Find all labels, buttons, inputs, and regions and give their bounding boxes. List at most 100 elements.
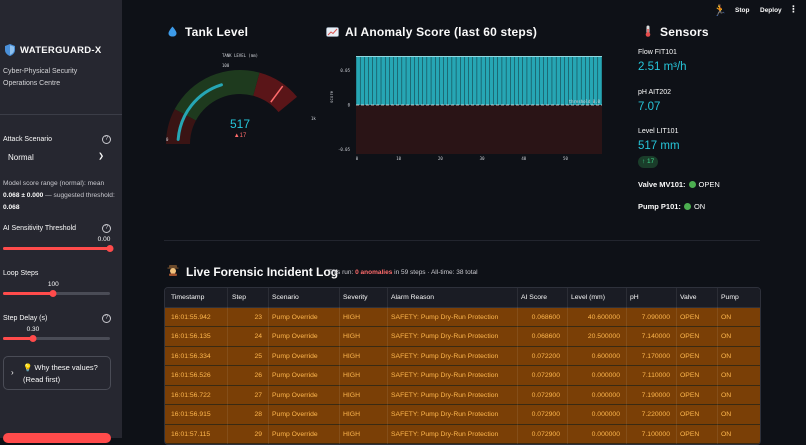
x-tick-label: 30 <box>480 156 485 161</box>
anomaly-bar <box>464 56 469 105</box>
table-cell: 0.072900 <box>531 391 560 399</box>
table-cell: OPEN <box>680 333 700 340</box>
y-axis-label: score <box>329 90 334 103</box>
anomaly-bar <box>564 56 569 105</box>
loop-steps-thumb[interactable] <box>49 290 57 297</box>
anomaly-bar <box>497 56 502 105</box>
chart-icon <box>326 27 339 37</box>
sensitivity-thumb[interactable] <box>106 245 114 252</box>
table-row[interactable]: 16:01:56.722 27 Pump Override HIGH SAFETY: P… <box>165 385 760 405</box>
table-cell: SAFETY: Pump Dry-Run Protection <box>391 333 499 340</box>
main-menu-icon[interactable]: ⋮ <box>789 4 798 14</box>
table-cell: 29 <box>254 430 262 438</box>
table-cell: Pump Override <box>272 430 318 438</box>
anomaly-bar <box>372 56 377 105</box>
table-row[interactable]: 16:01:57.115 29 Pump Override HIGH SAFETY: P… <box>165 424 760 444</box>
step-delay-slider[interactable]: 0.30 <box>3 326 110 342</box>
table-cell: 16:01:55.942 <box>171 313 211 321</box>
col-ph: pH <box>630 294 639 301</box>
anomaly-bar <box>368 56 373 105</box>
loop-steps-label: Loop Steps <box>3 270 39 277</box>
x-tick-label: 40 <box>521 156 526 161</box>
stop-button[interactable]: Stop <box>735 7 750 14</box>
anomaly-bar <box>581 56 586 105</box>
why-these-values-expander[interactable]: › 💡 Why these values? (Read first) <box>3 356 111 390</box>
flow-value: 2.51 m³/h <box>638 61 687 73</box>
table-cell: ON <box>721 430 732 438</box>
x-tick-label: 0 <box>356 156 359 161</box>
table-cell: SAFETY: Pump Dry-Run Protection <box>391 391 499 399</box>
pump-status: Pump P101: ON <box>638 202 705 211</box>
help-icon[interactable]: ? <box>102 135 111 144</box>
column-divider <box>339 288 340 444</box>
table-cell: 7.090000 <box>641 313 670 321</box>
table-row[interactable]: 16:01:56.334 25 Pump Override HIGH SAFETY: P… <box>165 346 760 366</box>
anomaly-bar <box>468 56 473 105</box>
help-icon[interactable]: ? <box>102 224 111 233</box>
table-cell: 0.000000 <box>591 391 620 399</box>
table-cell: 26 <box>254 372 262 379</box>
help-icon[interactable]: ? <box>102 314 111 323</box>
gauge-threshold-marker <box>270 85 284 103</box>
why-these-values-label: 💡 Why these values? (Read first) <box>23 363 98 384</box>
y-tick-label: -0.05 <box>338 147 351 152</box>
anomaly-bar <box>518 56 523 105</box>
x-tick-label: 10 <box>396 156 401 161</box>
anomaly-bar <box>539 56 544 105</box>
anomaly-bar <box>556 56 561 105</box>
table-cell: OPEN <box>680 391 700 399</box>
table-cell: 7.140000 <box>641 333 670 340</box>
attack-scenario-select[interactable]: Normal ❯ <box>3 150 109 166</box>
deploy-button[interactable]: Deploy <box>760 7 782 14</box>
running-icon: 🏃 <box>713 5 727 17</box>
table-cell: 16:01:56.135 <box>171 333 211 340</box>
anomaly-bar <box>543 56 548 105</box>
table-cell: 7.170000 <box>641 352 670 360</box>
primary-button[interactable] <box>3 433 111 443</box>
table-cell: 28 <box>254 411 262 418</box>
ph-value: 7.07 <box>638 101 661 113</box>
gauge-value-bar <box>176 83 223 141</box>
col-severity: Severity <box>343 294 368 301</box>
tank-level-gauge: TANK LEVEL (mm) 0 100 1k 517 ▲17 <box>166 53 316 144</box>
loop-steps-slider[interactable]: 100 <box>3 281 110 297</box>
table-cell: 25 <box>254 352 262 360</box>
table-cell: HIGH <box>343 391 360 399</box>
table-row[interactable]: 16:01:55.942 23 Pump Override HIGH SAFETY: P… <box>165 307 760 327</box>
sidebar: WATERGUARD-X Cyber-Physical Security Ope… <box>0 0 122 443</box>
step-delay-thumb[interactable] <box>29 335 37 342</box>
table-cell: 40.600000 <box>587 313 620 321</box>
table-cell: 0.068600 <box>531 313 560 321</box>
table-row[interactable]: 16:01:56.915 28 Pump Override HIGH SAFETY: P… <box>165 405 760 425</box>
table-cell: 16:01:56.526 <box>171 372 211 379</box>
level-value: 517 mm <box>638 140 680 152</box>
col-pump: Pump <box>721 294 739 301</box>
pump-label: Pump P101: <box>638 202 681 211</box>
anomaly-bar <box>472 56 477 105</box>
table-cell: ON <box>721 333 732 340</box>
incident-log-table[interactable]: Timestamp Step Scenario Severity Alarm R… <box>164 287 761 445</box>
threshold-label: threshold 0.0 <box>569 99 601 104</box>
anomaly-bar <box>552 56 556 105</box>
chevron-right-icon: › <box>11 368 14 377</box>
column-divider <box>268 288 269 444</box>
col-alarm-reason: Alarm Reason <box>391 294 435 301</box>
table-cell: 0.072200 <box>531 352 560 360</box>
level-delta-badge: ↑ 17 <box>638 156 659 168</box>
sensitivity-slider[interactable]: 0.00 <box>3 236 114 252</box>
table-cell: 27 <box>254 391 262 399</box>
anomaly-bar <box>364 56 369 105</box>
attack-scenario-value: Normal <box>8 153 34 162</box>
table-row[interactable]: 16:01:56.135 24 Pump Override HIGH SAFETY: P… <box>165 327 760 347</box>
anomaly-bar <box>452 56 456 105</box>
table-cell: HIGH <box>343 372 360 379</box>
loop-steps-fill <box>3 292 54 295</box>
table-cell: 16:01:56.915 <box>171 411 211 418</box>
table-cell: 16:01:56.722 <box>171 391 211 399</box>
table-cell: Pump Override <box>272 352 318 360</box>
table-cell: Pump Override <box>272 333 318 340</box>
table-row[interactable]: 16:01:56.526 26 Pump Override HIGH SAFETY: P… <box>165 366 760 386</box>
anomaly-bar <box>522 56 527 105</box>
column-divider <box>676 288 677 444</box>
col-timestamp: Timestamp <box>171 294 205 301</box>
